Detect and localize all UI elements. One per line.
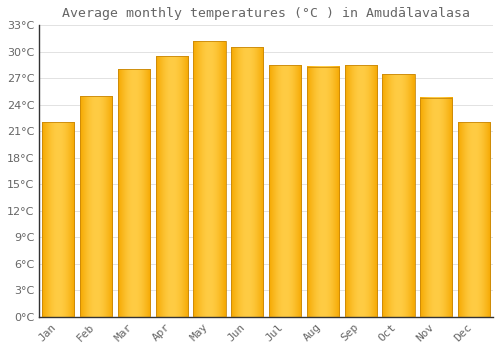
Bar xyxy=(194,41,226,317)
Bar xyxy=(156,56,188,317)
Bar xyxy=(269,65,301,317)
Bar xyxy=(42,122,74,317)
Bar xyxy=(382,74,414,317)
Bar xyxy=(344,65,377,317)
Bar xyxy=(458,122,490,317)
Bar xyxy=(118,69,150,317)
Bar xyxy=(307,67,339,317)
Bar xyxy=(80,96,112,317)
Bar xyxy=(231,47,264,317)
Bar xyxy=(420,98,452,317)
Title: Average monthly temperatures (°C ) in Amudālavalasa: Average monthly temperatures (°C ) in Am… xyxy=(62,7,470,20)
